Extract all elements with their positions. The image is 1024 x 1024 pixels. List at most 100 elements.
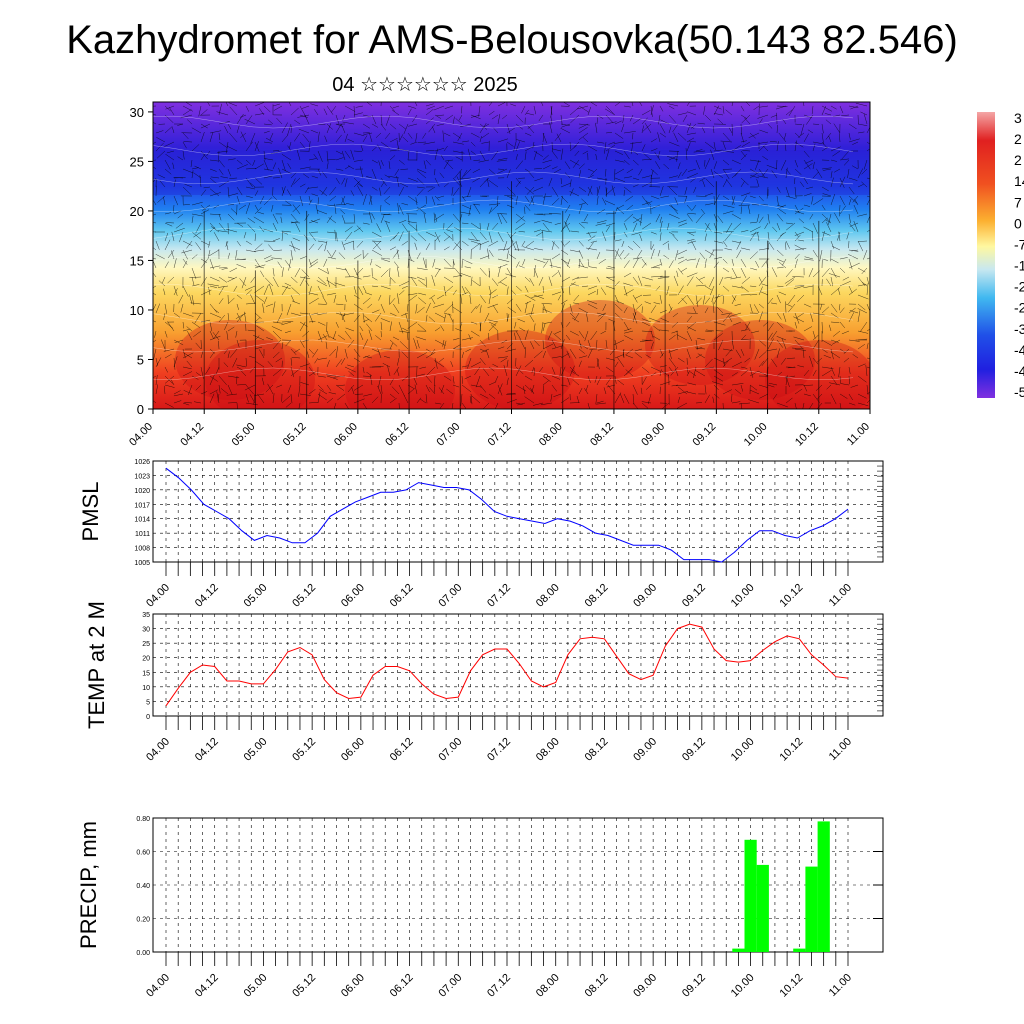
wind-barb — [806, 186, 814, 190]
wind-barb — [686, 316, 692, 323]
wind-barb — [193, 401, 202, 404]
wind-barb — [416, 168, 427, 174]
wind-barb — [691, 240, 697, 251]
wind-barb — [377, 144, 382, 152]
wind-barb — [333, 402, 337, 409]
wind-barb — [713, 161, 718, 170]
x-tick-label: 10.00 — [729, 972, 757, 1000]
wind-barb — [724, 276, 733, 279]
contour-line — [153, 199, 854, 213]
wind-barb — [186, 326, 193, 332]
wind-barb — [794, 140, 797, 152]
wind-barb — [749, 384, 758, 391]
wind-barb — [436, 123, 445, 126]
wind-barb — [569, 402, 580, 404]
wind-barb — [819, 303, 823, 310]
wind-barb — [584, 330, 589, 342]
wind-barb — [488, 249, 494, 257]
wind-barb — [384, 220, 391, 224]
wind-barb — [416, 339, 420, 349]
x-tick-label: 06.12 — [388, 972, 416, 1000]
wind-barb — [623, 253, 630, 260]
wind-barb — [641, 110, 651, 116]
wind-barb — [371, 285, 379, 288]
wind-barb — [839, 402, 842, 409]
wind-barb — [686, 272, 698, 278]
wind-barb — [834, 212, 841, 224]
wind-barb — [209, 159, 219, 162]
x-tick-label: 08.12 — [583, 972, 611, 1000]
wind-barb — [434, 114, 442, 119]
wind-barb — [344, 133, 348, 143]
wind-barb — [340, 357, 346, 365]
wind-barb — [186, 240, 193, 249]
wind-barb — [327, 256, 337, 260]
wind-barb — [649, 186, 661, 188]
wind-barb — [548, 276, 553, 287]
wind-barb — [674, 197, 679, 206]
y-axis-label: PRECIP, mm — [76, 821, 101, 949]
wind-barb — [749, 294, 758, 296]
wind-barb — [494, 402, 499, 409]
wind-barb — [271, 326, 283, 332]
wind-barb — [642, 222, 652, 230]
wind-barb — [158, 280, 166, 287]
wind-barb — [653, 302, 661, 305]
wind-barb — [434, 357, 438, 369]
wind-barb — [857, 303, 866, 311]
wind-barb — [263, 255, 272, 260]
wind-barb — [209, 177, 217, 184]
wind-barb — [839, 321, 845, 329]
wind-barb — [470, 384, 482, 388]
wind-barb — [767, 297, 774, 305]
wind-barb — [431, 196, 436, 206]
wind-barb — [794, 402, 797, 409]
wind-barb — [587, 168, 594, 172]
wind-barb — [326, 375, 338, 380]
wind-barb — [263, 284, 269, 296]
wind-barb — [364, 356, 373, 359]
wind-barb — [488, 270, 490, 278]
wind-barb — [695, 258, 700, 269]
wind-barb — [258, 108, 265, 116]
wind-barb — [488, 366, 495, 372]
wind-barb — [506, 286, 509, 296]
wind-barb — [330, 105, 337, 113]
wind-barb — [758, 339, 767, 347]
wind-barb — [272, 393, 275, 404]
warm-core — [345, 350, 455, 409]
wind-barb — [316, 209, 328, 215]
wind-barb — [380, 123, 386, 131]
wind-barb — [218, 141, 228, 149]
wind-barb — [380, 269, 389, 278]
wind-barb — [572, 379, 580, 386]
series-line — [165, 467, 849, 563]
wind-barb — [602, 303, 607, 312]
wind-barb — [272, 103, 280, 107]
wind-barb — [570, 230, 580, 233]
wind-barb — [206, 150, 211, 157]
wind-barb — [686, 370, 691, 377]
wind-barb — [317, 243, 323, 251]
wind-barb — [218, 340, 220, 350]
wind-barb — [659, 258, 663, 266]
wind-barb — [425, 302, 431, 314]
y-tick-label: 1023 — [134, 473, 150, 480]
wind-barb — [407, 132, 413, 139]
wind-barb — [227, 193, 238, 197]
wind-barb — [780, 357, 787, 365]
wind-barb — [857, 363, 866, 368]
wind-barb — [821, 369, 832, 377]
wind-barb — [524, 359, 534, 368]
x-tick-label: 08.12 — [583, 736, 611, 764]
wind-barb — [670, 204, 679, 215]
wind-barb — [423, 160, 427, 170]
wind-barb — [229, 177, 238, 179]
wind-barb — [417, 323, 427, 332]
wind-barb — [569, 179, 572, 188]
wind-barb — [209, 213, 221, 216]
wind-barb — [290, 294, 295, 303]
wind-barb — [290, 240, 296, 252]
x-tick-label: 10.00 — [729, 582, 757, 610]
wind-barb — [308, 389, 316, 395]
